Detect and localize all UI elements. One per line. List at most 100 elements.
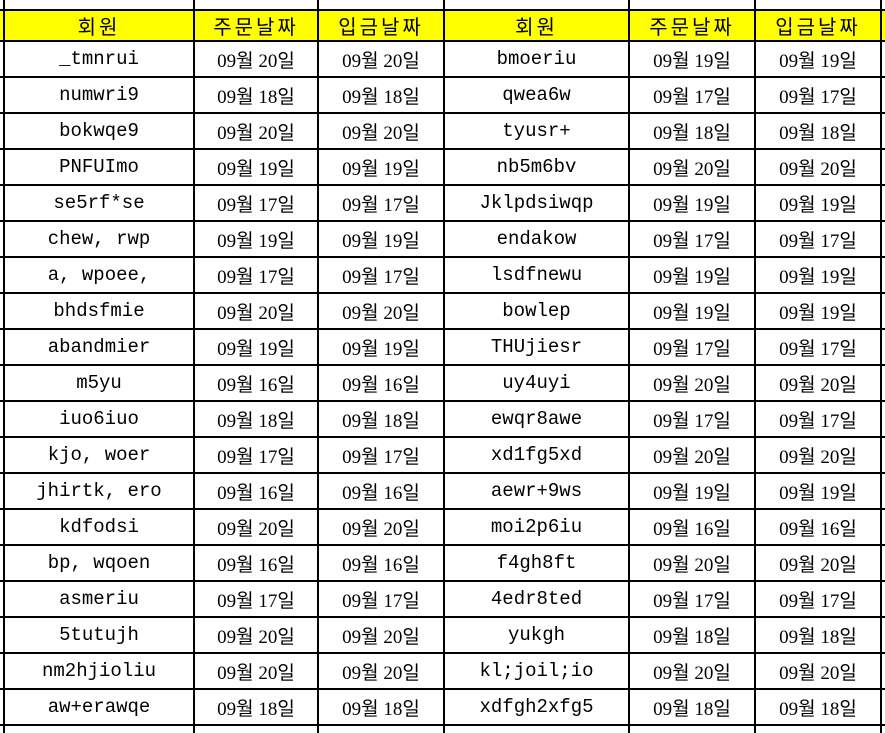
cell-member[interactable]: numwri9 (5, 78, 193, 112)
partial-cell[interactable] (0, 726, 3, 733)
partial-cell[interactable] (882, 726, 885, 733)
cell-member[interactable]: bmoeriu (445, 42, 628, 76)
partial-cell[interactable] (0, 510, 3, 544)
partial-cell[interactable] (882, 402, 885, 436)
partial-cell[interactable] (882, 0, 885, 9)
partial-cell[interactable] (0, 330, 3, 364)
cell-order-date[interactable]: 09월 16일 (195, 546, 317, 580)
cell-order-date[interactable]: 09월 17일 (630, 222, 754, 256)
cell-order-date[interactable]: 09월 17일 (630, 582, 754, 616)
cell-order-date[interactable]: 09월 20일 (630, 546, 754, 580)
cell-member[interactable]: qwea6w (445, 78, 628, 112)
partial-cell[interactable] (0, 0, 3, 9)
cell-member[interactable]: Jklpdsiwqp (445, 186, 628, 220)
cell-member[interactable]: THUjiesr (445, 330, 628, 364)
cell-member[interactable]: nb5m6bv (445, 150, 628, 184)
cell-order-date[interactable]: 09월 19일 (630, 42, 754, 76)
cell-member[interactable]: nm2hjioliu (5, 654, 193, 688)
cell-member[interactable]: kjo, woer (5, 438, 193, 472)
cell-order-date[interactable]: 09월 20일 (195, 294, 317, 328)
partial-cell[interactable] (882, 654, 885, 688)
partial-cell[interactable] (882, 546, 885, 580)
partial-cell[interactable] (0, 222, 3, 256)
cell-deposit-date[interactable]: 09월 19일 (319, 330, 443, 364)
cell-deposit-date[interactable]: 09월 18일 (756, 618, 880, 652)
cell-deposit-date[interactable]: 09월 17일 (319, 438, 443, 472)
cell-deposit-date[interactable]: 09월 20일 (319, 42, 443, 76)
cell-order-date[interactable]: 09월 18일 (630, 618, 754, 652)
cell-deposit-date[interactable]: 09월 17일 (319, 186, 443, 220)
partial-cell[interactable] (0, 258, 3, 292)
partial-cell[interactable] (756, 726, 880, 733)
cell-deposit-date[interactable]: 09월 17일 (319, 582, 443, 616)
partial-cell[interactable] (0, 654, 3, 688)
header-order-date[interactable]: 주문날짜 (630, 11, 754, 40)
cell-deposit-date[interactable]: 09월 20일 (756, 438, 880, 472)
partial-cell[interactable] (882, 690, 885, 724)
cell-member[interactable]: 4edr8ted (445, 582, 628, 616)
cell-order-date[interactable]: 09월 18일 (630, 114, 754, 148)
partial-cell[interactable] (0, 582, 3, 616)
cell-order-date[interactable]: 09월 19일 (630, 294, 754, 328)
cell-deposit-date[interactable]: 09월 20일 (319, 510, 443, 544)
cell-member[interactable]: aewr+9ws (445, 474, 628, 508)
partial-cell[interactable] (882, 222, 885, 256)
partial-cell[interactable] (882, 474, 885, 508)
cell-member[interactable]: xd1fg5xd (445, 438, 628, 472)
cell-member[interactable]: moi2p6iu (445, 510, 628, 544)
cell-order-date[interactable]: 09월 20일 (630, 366, 754, 400)
partial-cell[interactable] (195, 726, 317, 733)
partial-cell[interactable] (0, 618, 3, 652)
cell-member[interactable]: _tmnrui (5, 42, 193, 76)
partial-cell[interactable] (0, 402, 3, 436)
partial-cell[interactable] (0, 186, 3, 220)
cell-deposit-date[interactable]: 09월 19일 (319, 150, 443, 184)
cell-order-date[interactable]: 09월 20일 (630, 654, 754, 688)
cell-member[interactable]: uy4uyi (445, 366, 628, 400)
partial-cell[interactable] (882, 510, 885, 544)
partial-cell[interactable] (0, 294, 3, 328)
partial-cell[interactable] (0, 42, 3, 76)
cell-deposit-date[interactable]: 09월 16일 (319, 474, 443, 508)
partial-cell[interactable] (882, 186, 885, 220)
partial-cell[interactable] (445, 0, 628, 9)
header-member[interactable]: 회원 (445, 11, 628, 40)
cell-deposit-date[interactable]: 09월 20일 (319, 618, 443, 652)
partial-cell[interactable] (882, 618, 885, 652)
cell-member[interactable]: chew, rwp (5, 222, 193, 256)
cell-order-date[interactable]: 09월 17일 (195, 438, 317, 472)
partial-cell[interactable] (882, 150, 885, 184)
cell-order-date[interactable]: 09월 18일 (195, 402, 317, 436)
cell-deposit-date[interactable]: 09월 20일 (756, 366, 880, 400)
partial-cell[interactable] (882, 78, 885, 112)
header-order-date[interactable]: 주문날짜 (195, 11, 317, 40)
cell-order-date[interactable]: 09월 17일 (630, 402, 754, 436)
partial-cell[interactable] (882, 330, 885, 364)
cell-order-date[interactable]: 09월 17일 (195, 186, 317, 220)
partial-header-cell[interactable] (0, 11, 3, 40)
cell-deposit-date[interactable]: 09월 20일 (756, 150, 880, 184)
cell-member[interactable]: kl;joil;io (445, 654, 628, 688)
partial-cell[interactable] (5, 726, 193, 733)
cell-order-date[interactable]: 09월 19일 (195, 330, 317, 364)
cell-deposit-date[interactable]: 09월 19일 (756, 294, 880, 328)
cell-member[interactable]: se5rf*se (5, 186, 193, 220)
cell-member[interactable]: lsdfnewu (445, 258, 628, 292)
partial-cell[interactable] (630, 726, 754, 733)
cell-deposit-date[interactable]: 09월 19일 (756, 258, 880, 292)
cell-deposit-date[interactable]: 09월 19일 (319, 222, 443, 256)
cell-deposit-date[interactable]: 09월 17일 (756, 582, 880, 616)
partial-cell[interactable] (756, 0, 880, 9)
cell-deposit-date[interactable]: 09월 17일 (756, 330, 880, 364)
partial-cell[interactable] (882, 582, 885, 616)
cell-member[interactable]: f4gh8ft (445, 546, 628, 580)
cell-order-date[interactable]: 09월 17일 (195, 258, 317, 292)
partial-cell[interactable] (0, 546, 3, 580)
cell-member[interactable]: iuo6iuo (5, 402, 193, 436)
cell-deposit-date[interactable]: 09월 17일 (756, 78, 880, 112)
partial-header-cell[interactable] (882, 11, 885, 40)
cell-deposit-date[interactable]: 09월 19일 (756, 42, 880, 76)
cell-deposit-date[interactable]: 09월 18일 (756, 690, 880, 724)
cell-order-date[interactable]: 09월 20일 (630, 150, 754, 184)
cell-order-date[interactable]: 09월 18일 (630, 690, 754, 724)
